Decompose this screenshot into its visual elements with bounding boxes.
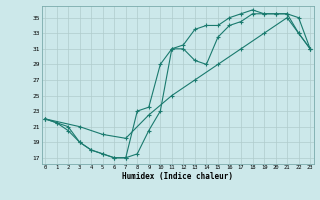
X-axis label: Humidex (Indice chaleur): Humidex (Indice chaleur) [122,172,233,181]
